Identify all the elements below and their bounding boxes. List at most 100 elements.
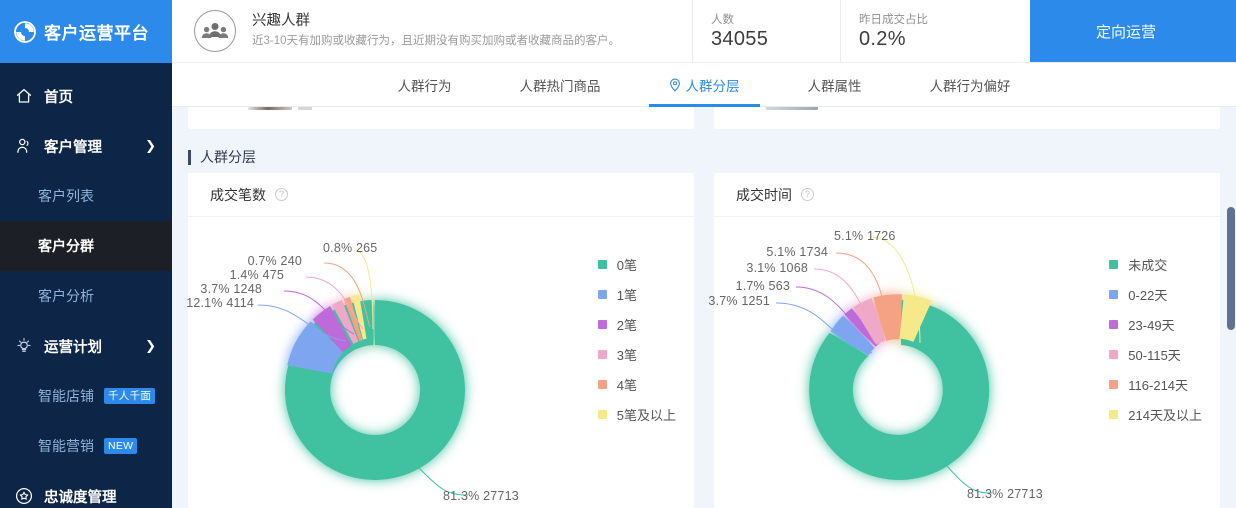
bulb-icon <box>14 336 34 356</box>
brand-logo[interactable]: 客户运营平台 <box>0 0 172 63</box>
legend-swatch-icon <box>597 260 607 269</box>
sidebar-item-smart-store[interactable]: 智能店铺 千人千面 <box>0 371 172 421</box>
question-circle-icon[interactable]: ? <box>275 188 288 201</box>
legend-item[interactable]: 2笔 <box>597 315 676 334</box>
slice-label-not-transacted: 81.3% 27713 <box>967 487 1043 501</box>
sidebar-item-customer-list[interactable]: 客户列表 <box>0 171 172 221</box>
tab-crowd-behavior-preference[interactable]: 人群行为偏好 <box>896 63 1045 107</box>
legend-item[interactable]: 5笔及以上 <box>597 405 676 424</box>
legend-swatch-icon <box>1109 320 1119 329</box>
sidebar-item-smart-marketing[interactable]: 智能营销 NEW <box>0 421 172 471</box>
legend-item[interactable]: 23-49天 <box>1109 315 1202 334</box>
legend-label: 4笔 <box>616 378 637 393</box>
status-badge: NEW <box>104 438 138 454</box>
donut-chart-transaction-count: 12.1% 4114 3.7% 1248 1.4% 475 0.7% 240 0… <box>186 217 548 508</box>
status-badge: 千人千面 <box>104 388 156 404</box>
tab-crowd-hot-products[interactable]: 人群热门商品 <box>486 63 635 107</box>
section-header: 人群分层 <box>188 147 256 167</box>
legend-label: 23-49天 <box>1128 318 1175 333</box>
legend-label: 2笔 <box>616 318 637 333</box>
legend-label: 0-22天 <box>1128 288 1168 303</box>
legend-item[interactable]: 4笔 <box>597 375 676 394</box>
slice-label-0bi: 12.1% 4114 <box>186 296 254 310</box>
sidebar-item-home[interactable]: 首页 <box>0 71 172 121</box>
scrollbar-thumb[interactable] <box>1227 207 1235 330</box>
sidebar-item-label: 客户分群 <box>38 238 94 254</box>
clipped-thumbnail <box>766 107 818 110</box>
tab-bar: 人群行为 人群热门商品 人群分层 人群属性 人群行为偏好 <box>172 63 1236 107</box>
card-title: 成交笔数 <box>210 186 266 203</box>
sidebar-item-label: 客户分析 <box>38 288 94 304</box>
card-body: 12.1% 4114 3.7% 1248 1.4% 475 0.7% 240 0… <box>186 217 694 508</box>
legend-swatch-icon <box>597 350 607 359</box>
legend-label: 214天及以上 <box>1128 408 1202 423</box>
page-scrollbar[interactable] <box>1226 107 1236 508</box>
sidebar-item-label: 智能营销 <box>38 438 94 454</box>
tab-label: 人群行为偏好 <box>929 78 1011 94</box>
card-transaction-time: 成交时间 ? <box>708 173 1220 508</box>
card-header: 成交时间 ? <box>714 173 1220 217</box>
donut-chart-transaction-time: 3.7% 1251 1.7% 563 3.1% 1068 5.1% 1734 5… <box>708 217 1074 508</box>
tab-label: 人群分层 <box>685 78 740 94</box>
page-description: 近3-10天有加购或收藏行为，且近期没有购买加购或者收藏商品的客户。 <box>252 35 621 48</box>
tab-crowd-segmentation[interactable]: 人群分层 <box>635 63 774 107</box>
sidebar-item-customer-analysis[interactable]: 客户分析 <box>0 271 172 321</box>
chevron-right-icon: ❯ <box>145 138 156 153</box>
stat-people-count: 人数 34055 <box>692 0 840 62</box>
slice-label-4bi: 0.7% 240 <box>247 254 302 268</box>
content-area: 人群分层 成交笔数 ? <box>172 107 1236 508</box>
location-pin-icon <box>669 78 681 92</box>
legend-swatch-icon <box>1109 350 1119 359</box>
legend-item[interactable]: 214天及以上 <box>1109 405 1202 424</box>
charts-row: 成交笔数 ? <box>186 173 1220 508</box>
stat-label: 昨日成交占比 <box>859 14 928 26</box>
sidebar-item-label: 运营计划 <box>44 339 102 356</box>
header-bar: 兴趣人群 近3-10天有加购或收藏行为，且近期没有购买加购或者收藏商品的客户。 … <box>172 0 1236 63</box>
sidebar-item-customer-segments[interactable]: 客户分群 <box>0 221 172 271</box>
sidebar-item-customer-management[interactable]: 客户管理 ❯ <box>0 121 172 171</box>
legend-swatch-icon <box>597 290 607 299</box>
legend-item[interactable]: 3笔 <box>597 345 676 364</box>
stat-value: 34055 <box>711 28 769 50</box>
sidebar-item-operation-plan[interactable]: 运营计划 ❯ <box>0 321 172 371</box>
legend-label: 0笔 <box>616 258 637 273</box>
tab-crowd-attributes[interactable]: 人群属性 <box>774 63 896 107</box>
legend-item[interactable]: 116-214天 <box>1109 375 1202 394</box>
legend-item[interactable]: 50-115天 <box>1109 345 1202 364</box>
stat-label: 人数 <box>711 14 734 26</box>
sidebar-item-loyalty-management[interactable]: 忠诚度管理 <box>0 471 172 508</box>
slice-label-50-115d: 3.1% 1068 <box>746 261 808 275</box>
legend-label: 116-214天 <box>1128 378 1189 393</box>
slice-label-2bi: 3.7% 1248 <box>200 282 262 296</box>
slice-label-116-214d: 5.1% 1734 <box>766 245 828 259</box>
clipped-card-left <box>188 107 694 129</box>
legend-swatch-icon <box>597 380 607 389</box>
sidebar-item-label: 智能店铺 <box>38 388 94 404</box>
legend-item[interactable]: 1笔 <box>597 285 676 304</box>
legend-swatch-icon <box>1109 260 1119 269</box>
tab-label: 人群热门商品 <box>519 78 601 94</box>
legend-label: 1笔 <box>616 288 637 303</box>
previous-cards-clipped <box>172 107 1236 129</box>
question-circle-icon[interactable]: ? <box>801 188 814 201</box>
legend-item[interactable]: 0-22天 <box>1109 285 1202 304</box>
section-title: 人群分层 <box>200 149 256 165</box>
legend-label: 50-115天 <box>1128 348 1181 363</box>
cta-label: 定向运营 <box>1095 23 1156 41</box>
profile-text: 兴趣人群 近3-10天有加购或收藏行为，且近期没有购买加购或者收藏商品的客户。 <box>252 12 620 49</box>
chevron-right-icon: ❯ <box>145 338 156 353</box>
tab-crowd-behavior[interactable]: 人群行为 <box>364 63 486 107</box>
slice-label-0bi-main: 81.3% 27713 <box>443 489 519 503</box>
legend-swatch-icon <box>1109 290 1119 299</box>
legend-label: 3笔 <box>616 348 637 363</box>
home-icon <box>14 86 34 106</box>
legend-item[interactable]: 0笔 <box>597 255 676 274</box>
stat-yesterday-conversion: 昨日成交占比 0.2% <box>840 0 988 62</box>
card-body: 3.7% 1251 1.7% 563 3.1% 1068 5.1% 1734 5… <box>708 217 1220 508</box>
legend-label: 未成交 <box>1128 258 1168 273</box>
star-circle-icon <box>14 486 34 506</box>
legend-item[interactable]: 未成交 <box>1109 255 1202 274</box>
targeted-operation-button[interactable]: 定向运营 chevron-right-icon <box>1030 0 1236 62</box>
segment-profile: 兴趣人群 近3-10天有加购或收藏行为，且近期没有购买加购或者收藏商品的客户。 <box>172 0 692 62</box>
